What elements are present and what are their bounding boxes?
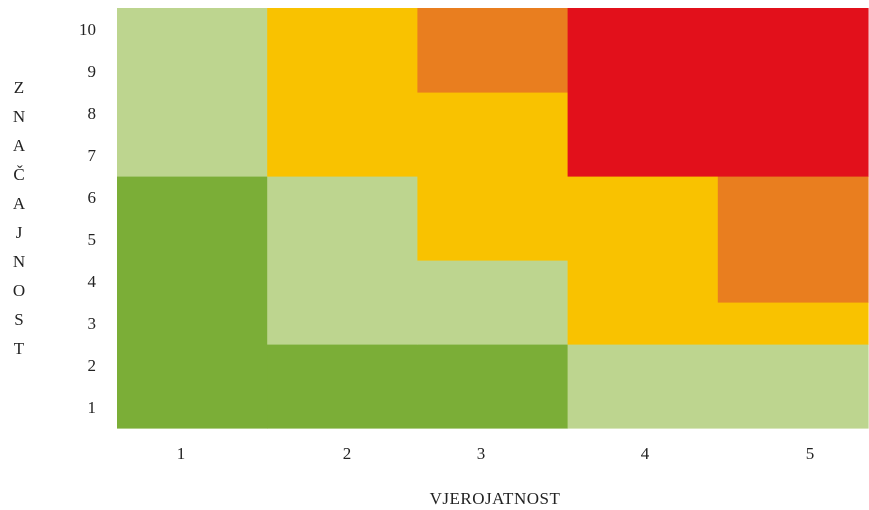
y-tick-label: 9 xyxy=(88,62,97,81)
y-tick-label: 10 xyxy=(79,20,96,39)
heatmap-cell-light-green xyxy=(117,8,268,177)
y-axis-label-letter: Č xyxy=(13,165,24,184)
y-tick-label: 8 xyxy=(88,104,97,123)
heatmap-cell-light-green xyxy=(417,260,569,345)
heatmap-cell-yellow xyxy=(567,176,719,345)
y-tick-label: 4 xyxy=(88,272,97,291)
y-axis-label-letter: N xyxy=(13,107,25,126)
y-tick-label: 7 xyxy=(88,146,97,165)
heatmap-cell-yellow xyxy=(417,92,569,261)
x-tick-label: 1 xyxy=(177,444,186,463)
y-axis-label-letter: O xyxy=(13,281,25,300)
y-axis-label-letter: N xyxy=(13,252,25,271)
x-tick-label: 4 xyxy=(641,444,650,463)
heatmap-cell-red xyxy=(567,8,869,177)
heatmap-cell-yellow xyxy=(717,302,869,345)
y-tick-label: 6 xyxy=(88,188,97,207)
y-tick-label: 3 xyxy=(88,314,97,333)
x-tick-label: 5 xyxy=(806,444,815,463)
y-axis-label-letter: A xyxy=(13,136,26,155)
y-axis-label-letter: S xyxy=(14,310,23,329)
heatmap-cell-yellow xyxy=(267,8,418,177)
x-tick-label: 2 xyxy=(343,444,352,463)
y-axis-label-letter: J xyxy=(16,223,23,242)
heatmap-cells xyxy=(117,8,869,429)
heatmap-cell-dark-green xyxy=(267,344,569,429)
y-tick-label: 2 xyxy=(88,356,97,375)
y-tick-label: 5 xyxy=(88,230,97,249)
y-tick-label: 1 xyxy=(88,398,97,417)
heatmap-cell-dark-green xyxy=(117,176,268,429)
y-axis-label-letter: T xyxy=(14,339,25,358)
heatmap-cell-light-green xyxy=(267,176,418,345)
y-axis-ticks: 1 2 3 4 5 6 7 8 9 10 xyxy=(79,20,97,417)
y-axis-label-letter: A xyxy=(13,194,26,213)
heatmap-cell-orange xyxy=(717,176,869,303)
y-axis-label-letter: Z xyxy=(14,78,24,97)
x-axis-label: VJEROJATNOST xyxy=(430,489,561,508)
x-axis-ticks: 1 2 3 4 5 xyxy=(177,444,815,463)
heatmap-cell-orange xyxy=(417,8,569,93)
x-tick-label: 3 xyxy=(477,444,486,463)
heatmap-cell-light-green xyxy=(567,344,869,429)
